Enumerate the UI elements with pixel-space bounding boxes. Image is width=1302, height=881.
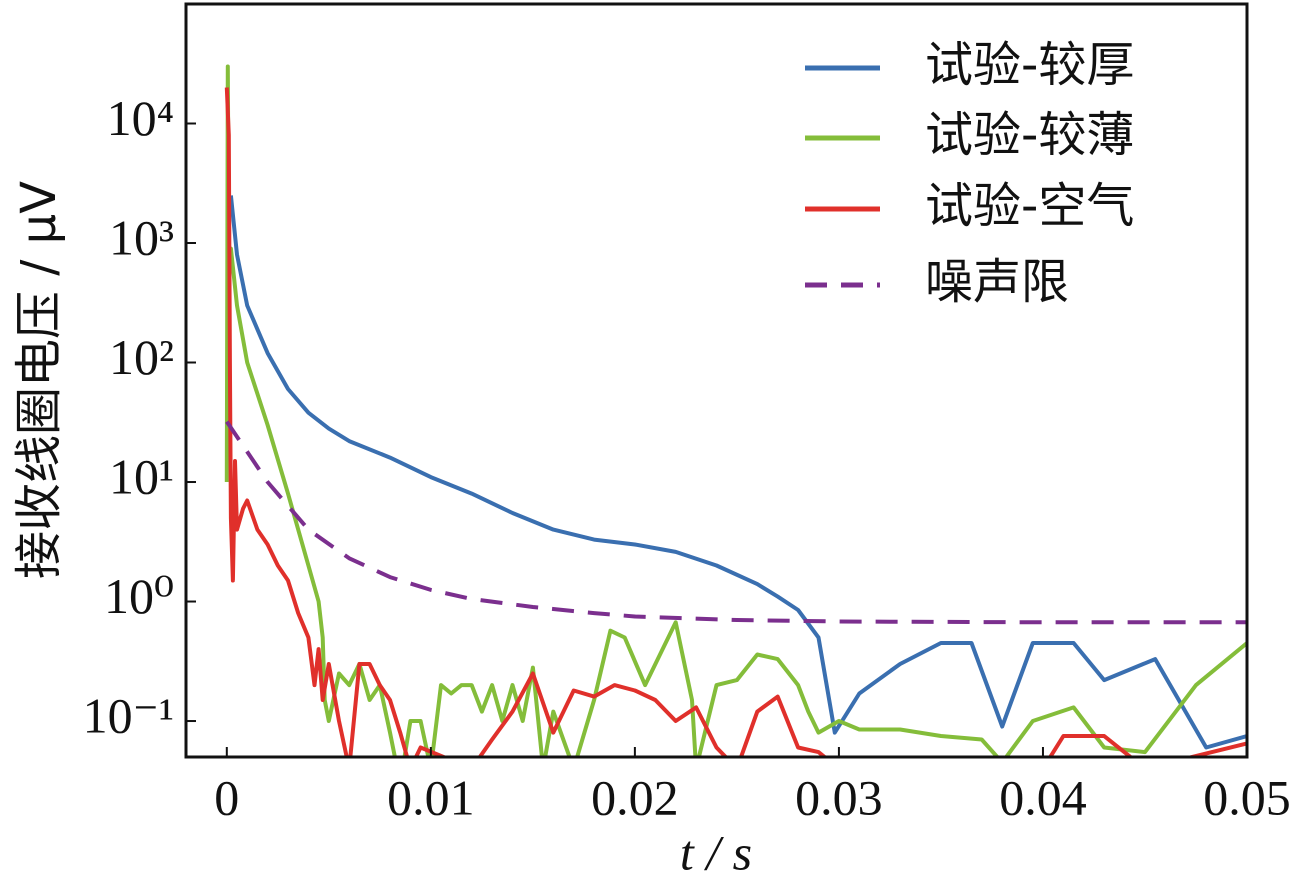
plot-frame xyxy=(184,2,1249,759)
legend-label: 试验-空气 xyxy=(925,178,1134,234)
x-tick-label: 0 xyxy=(214,769,239,825)
legend-label: 试验-较厚 xyxy=(925,37,1134,93)
legend-label: 噪声限 xyxy=(925,254,1069,310)
y-tick-label: 10³ xyxy=(109,209,174,265)
y-axis-label: 接收线圈电压 / μV xyxy=(11,181,67,579)
y-tick-label: 10⁻¹ xyxy=(83,687,174,743)
x-tick-label: 0.01 xyxy=(387,769,475,825)
data-line xyxy=(224,87,1247,757)
data-line xyxy=(224,64,1247,757)
x-tick-label: 0.05 xyxy=(1203,769,1291,825)
legend-label: 试验-较薄 xyxy=(925,107,1134,163)
x-tick-label: 0.03 xyxy=(795,769,883,825)
x-tick-label: 0.04 xyxy=(999,769,1087,825)
y-tick-label: 10⁰ xyxy=(104,568,174,624)
x-tick-label: 0.02 xyxy=(591,769,679,825)
data-line xyxy=(225,420,1247,625)
x-axis-label: t / s xyxy=(680,824,752,880)
y-tick-label: 10⁴ xyxy=(107,90,174,146)
y-tick-label: 10² xyxy=(109,329,174,385)
data-line xyxy=(228,195,1247,750)
y-tick-label: 10¹ xyxy=(109,448,174,504)
plot-area xyxy=(224,64,1247,757)
